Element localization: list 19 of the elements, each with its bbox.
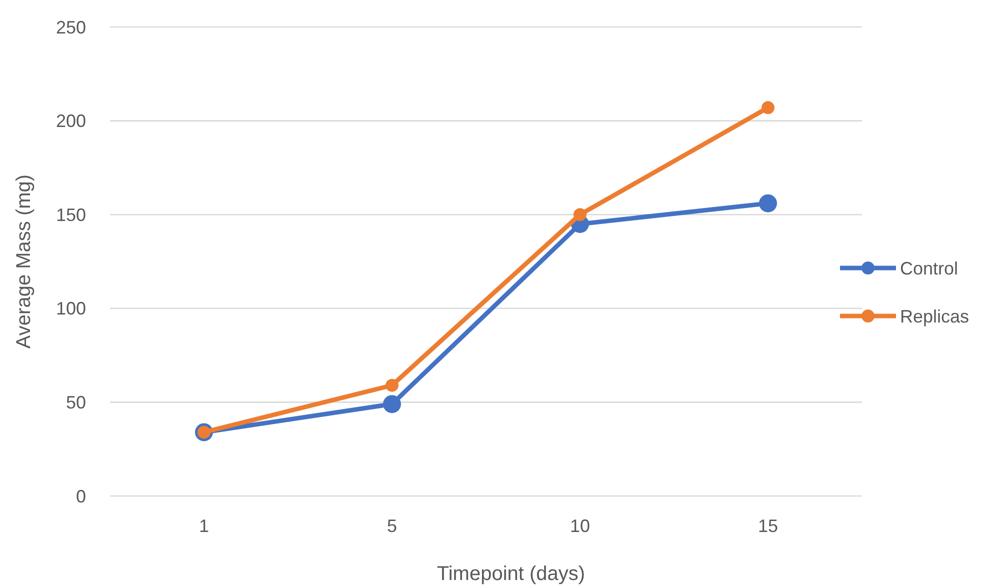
x-tick-label: 10	[570, 516, 590, 536]
point	[759, 194, 777, 212]
y-tick-label: 200	[56, 111, 86, 132]
y-tick-label: 0	[76, 486, 86, 506]
x-tick-label: 5	[386, 516, 398, 536]
point	[383, 395, 401, 414]
legend-label: Replicas	[900, 306, 970, 326]
point	[386, 378, 398, 392]
y-tick-label: 50	[66, 392, 86, 412]
legend-label: Control	[900, 258, 958, 278]
y-tick-label: 100	[56, 298, 86, 319]
point	[762, 101, 774, 114]
y-tick-label: 150	[56, 204, 86, 225]
x-axis-title: Timepoint (days)	[436, 563, 586, 585]
x-tick-label: 15	[758, 516, 778, 536]
point	[574, 208, 586, 222]
y-axis-title: Average Mass (mg)	[13, 174, 35, 349]
y-tick-label: 250	[56, 17, 86, 38]
x-tick-label: 1	[198, 516, 210, 536]
